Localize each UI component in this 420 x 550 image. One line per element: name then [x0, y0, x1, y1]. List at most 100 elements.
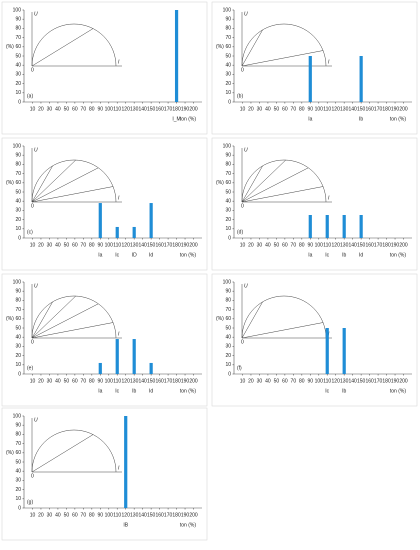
inset-arc: [31, 159, 117, 203]
x-tick-label: 160: [155, 106, 164, 112]
x-tick-label: 180: [172, 512, 181, 518]
x-tick-label: 110: [113, 512, 121, 518]
x-tick-label: 80: [89, 378, 95, 384]
inset-ray: [31, 167, 99, 203]
y-tick-label: 90: [225, 153, 231, 159]
x-axis-label: ton (%): [180, 388, 196, 394]
y-tick-label: 60: [15, 450, 21, 456]
inset-ray: [31, 159, 76, 203]
bar: [149, 362, 153, 374]
x-tick-label: 30: [47, 378, 53, 384]
x-tick-label: 10: [30, 106, 36, 112]
y-axis-label: (%): [216, 316, 224, 322]
x-tick-label: 20: [248, 106, 254, 112]
x-tick-label: 150: [357, 378, 366, 384]
x-tick-label: 130: [130, 378, 139, 384]
x-tick-label: 10: [30, 242, 36, 248]
x-tick-label: 130: [130, 512, 139, 518]
y-tick-label: 0: [228, 371, 231, 377]
y-tick-label: 60: [15, 44, 21, 50]
x-tick-label: 130: [340, 378, 349, 384]
bar: [308, 56, 312, 102]
y-tick-label: 40: [225, 63, 231, 69]
inset-arc: [31, 429, 117, 473]
bar: [174, 10, 179, 102]
bar-label: Ia: [98, 252, 102, 258]
x-tick-label: 90: [98, 242, 104, 248]
x-tick-label: 40: [265, 242, 271, 248]
y-tick-label: 40: [225, 199, 231, 205]
y-tick-label: 60: [15, 180, 21, 186]
bar: [98, 203, 102, 238]
x-tick-label: 40: [265, 378, 271, 384]
x-tick-label: 130: [130, 242, 139, 248]
panel-frame: [1, 273, 208, 407]
x-tick-label: 70: [81, 242, 87, 248]
panel-frame: [211, 137, 418, 271]
y-tick-label: 90: [15, 423, 21, 429]
inset-origin: 0: [31, 339, 34, 345]
bar-label: Ib: [132, 388, 136, 394]
x-tick-label: 110: [113, 378, 121, 384]
y-tick-label: 10: [15, 226, 21, 232]
y-tick-label: 80: [225, 162, 231, 168]
x-tick-label: 70: [81, 378, 87, 384]
x-tick-label: 170: [164, 106, 173, 112]
x-tick-label: 80: [89, 242, 95, 248]
panel-frame: [1, 137, 208, 271]
panel-label: (f): [237, 365, 242, 371]
y-tick-label: 10: [225, 226, 231, 232]
panel-frame: [1, 1, 208, 135]
x-tick-label: 90: [308, 242, 314, 248]
bar-label: Ic: [115, 388, 119, 394]
y-axis-label: (%): [6, 316, 14, 322]
y-axis-label: (%): [6, 180, 14, 186]
x-tick-label: 90: [98, 378, 104, 384]
y-tick-label: 90: [15, 289, 21, 295]
bar-label: ID: [132, 252, 137, 258]
x-tick-label: 90: [98, 512, 104, 518]
inset-ray: [241, 186, 324, 203]
inset-x-label: I: [328, 331, 330, 337]
x-tick-label: 170: [164, 378, 173, 384]
inset-arc: [31, 23, 117, 67]
x-tick-label: 150: [357, 242, 366, 248]
x-tick-label: 160: [365, 106, 374, 112]
y-tick-label: 70: [225, 171, 231, 177]
x-tick-label: 60: [282, 378, 288, 384]
panel-label: (c): [27, 229, 33, 235]
x-tick-label: 100: [105, 106, 114, 112]
bar-label: Id: [149, 252, 153, 258]
x-tick-label: 50: [64, 242, 70, 248]
x-tick-label: 50: [64, 106, 70, 112]
x-tick-label: 120: [332, 106, 341, 112]
bar-label: Ia: [98, 388, 102, 394]
bar-label: Ia: [308, 252, 312, 258]
y-tick-label: 0: [18, 99, 21, 105]
inset-y-label: U: [34, 417, 38, 423]
x-tick-label: 190: [391, 378, 400, 384]
bar: [132, 339, 136, 374]
x-tick-label: 120: [122, 106, 131, 112]
x-tick-label: 190: [181, 106, 190, 112]
bar-label: Ib: [359, 116, 363, 122]
y-tick-label: 80: [15, 162, 21, 168]
y-tick-label: 0: [18, 235, 21, 241]
x-tick-label: 40: [55, 378, 61, 384]
y-axis-label: (%): [6, 44, 14, 50]
bar: [132, 226, 136, 238]
y-tick-label: 40: [15, 63, 21, 69]
y-tick-label: 20: [225, 81, 231, 87]
x-tick-label: 180: [382, 378, 391, 384]
x-tick-label: 60: [72, 242, 78, 248]
y-tick-label: 80: [15, 432, 21, 438]
x-tick-label: 100: [315, 378, 324, 384]
x-tick-label: 200: [189, 106, 198, 112]
x-tick-label: 190: [181, 242, 190, 248]
y-tick-label: 40: [15, 335, 21, 341]
x-tick-label: 30: [257, 378, 263, 384]
y-tick-label: 70: [15, 441, 21, 447]
panel-label: (b): [237, 93, 243, 99]
panel-label: (a): [27, 93, 33, 99]
